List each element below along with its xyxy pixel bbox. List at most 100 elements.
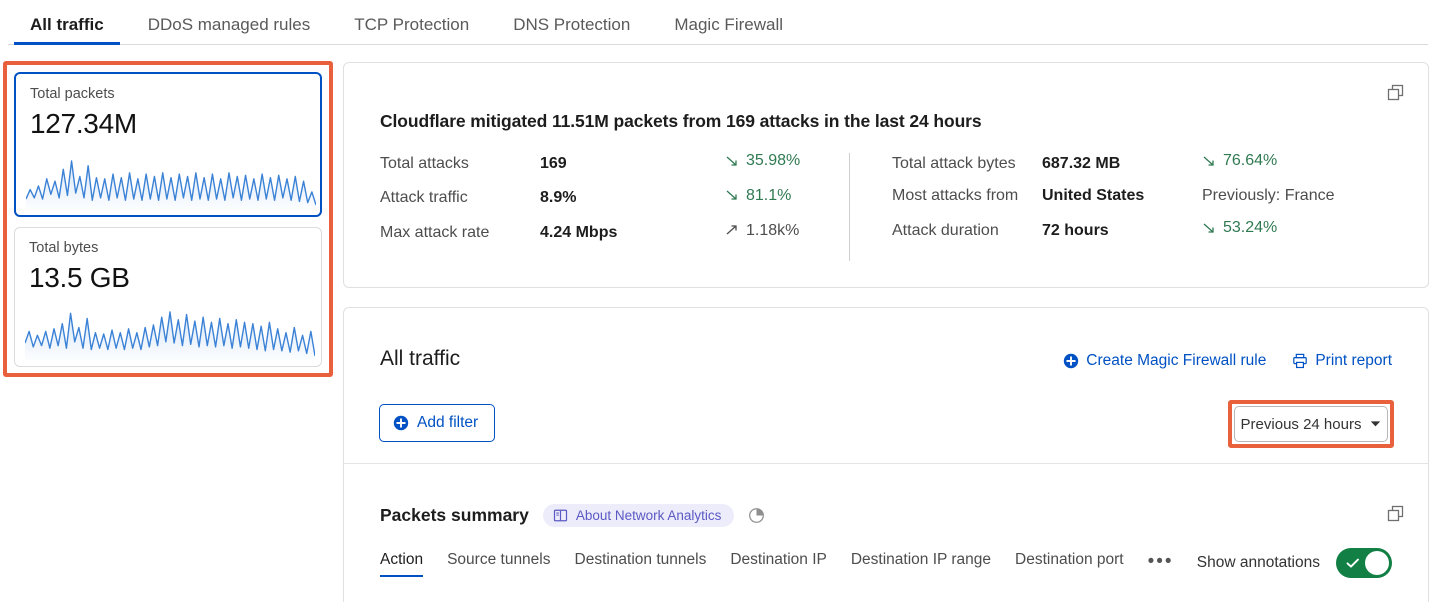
stat-delta: 1.18k% <box>725 221 799 240</box>
subtab-label: ••• <box>1147 551 1174 572</box>
tab-dns-protection[interactable]: DNS Protection <box>491 16 652 45</box>
subtab-label: Source tunnels <box>447 551 551 568</box>
arrow-down-right-icon <box>1203 156 1214 166</box>
metric-card-value: 127.34M <box>30 108 137 140</box>
stat-value: 8.9% <box>540 189 577 207</box>
stat-row-max-attack-rate: Max attack rate 4.24 Mbps 1.18k% <box>380 221 849 243</box>
tab-ddos-managed-rules[interactable]: DDoS managed rules <box>126 16 333 45</box>
metric-card-value: 13.5 GB <box>29 262 130 294</box>
primary-tabbar: All traffic DDoS managed rules TCP Prote… <box>0 0 1440 45</box>
print-report-link[interactable]: Print report <box>1292 352 1392 370</box>
stat-label: Total attacks <box>380 154 469 172</box>
tab-label: All traffic <box>30 15 104 34</box>
create-magic-firewall-rule-link[interactable]: Create Magic Firewall rule <box>1063 352 1266 370</box>
subtab-action[interactable]: Action <box>380 551 424 577</box>
metric-card-total-packets[interactable]: Total packets 127.34M <box>14 72 322 217</box>
bytes-sparkline <box>25 311 315 360</box>
packets-sparkline <box>26 160 316 209</box>
show-annotations-control: Show annotations <box>1197 548 1392 578</box>
stat-row-total-attacks: Total attacks 169 35.98% <box>380 151 849 173</box>
copy-icon-glyph <box>1387 84 1404 101</box>
copy-icon[interactable] <box>1386 504 1406 529</box>
tab-label: TCP Protection <box>354 15 470 34</box>
stat-delta: 76.64% <box>1202 151 1277 170</box>
add-filter-label: Add filter <box>417 414 479 431</box>
panel-actions: Create Magic Firewall rule Print report <box>1063 352 1392 370</box>
link-label: Print report <box>1315 352 1392 369</box>
add-filter-button[interactable]: Add filter <box>379 404 496 442</box>
subtab-label: Destination port <box>1015 551 1124 568</box>
subtab-more-overflow-button[interactable]: ••• <box>1148 551 1174 577</box>
stat-row-attack-traffic: Attack traffic 8.9% 81.1% <box>380 186 849 208</box>
stat-value: United States <box>1042 186 1145 204</box>
pie-chart-icon[interactable] <box>748 507 765 524</box>
tab-all-traffic[interactable]: All traffic <box>8 16 126 45</box>
stat-label: Max attack rate <box>380 224 490 242</box>
stat-delta: Previously: France <box>1202 186 1335 205</box>
arrow-down-right-icon <box>1203 223 1214 233</box>
tab-label: DNS Protection <box>513 15 631 34</box>
subtab-source-tunnels[interactable]: Source tunnels <box>447 551 550 577</box>
attack-summary-panel: Cloudflare mitigated 11.51M packets from… <box>343 62 1429 288</box>
all-traffic-panel: All traffic Create Magic Firewall rule P… <box>343 307 1429 602</box>
subtab-destination-ip-range[interactable]: Destination IP range <box>851 551 991 577</box>
stat-delta-value: 1.18k% <box>746 221 800 239</box>
book-icon <box>553 509 567 522</box>
stat-delta: 81.1% <box>725 186 791 205</box>
tab-label: Magic Firewall <box>674 15 783 34</box>
stat-label: Total attack bytes <box>892 154 1016 172</box>
plus-circle-icon <box>1064 353 1079 369</box>
summary-stats: Total attacks 169 35.98% Attack traffic … <box>344 151 1428 261</box>
tab-tcp-protection[interactable]: TCP Protection <box>332 16 491 45</box>
metric-card-total-bytes[interactable]: Total bytes 13.5 GB <box>14 227 322 367</box>
about-network-analytics-pill[interactable]: About Network Analytics <box>542 504 735 527</box>
subtab-destination-port[interactable]: Destination port <box>1015 551 1124 577</box>
show-annotations-toggle[interactable] <box>1336 548 1392 578</box>
arrow-down-right-icon <box>726 156 737 166</box>
metric-cards-annotation-box: Total packets 127.34M Total bytes 13.5 G… <box>3 61 333 377</box>
stats-column-divider <box>849 153 850 261</box>
tab-label: DDoS managed rules <box>147 15 311 34</box>
packets-summary-title: Packets summary <box>380 505 529 525</box>
stat-value: 169 <box>540 154 567 172</box>
stat-value: 4.24 Mbps <box>540 224 618 242</box>
copy-icon[interactable] <box>1386 83 1406 108</box>
summary-headline: Cloudflare mitigated 11.51M packets from… <box>380 111 982 131</box>
packets-summary-subtabs: Action Source tunnels Destination tunnel… <box>380 551 1174 577</box>
plus-circle-icon <box>393 415 409 431</box>
metric-card-label: Total packets <box>30 86 115 102</box>
subtab-label: Destination IP <box>730 551 827 568</box>
printer-icon <box>1293 353 1308 369</box>
panel-divider <box>344 463 1428 464</box>
pill-label: About Network Analytics <box>575 508 722 523</box>
stat-value: 687.32 MB <box>1042 154 1121 172</box>
subtab-destination-tunnels[interactable]: Destination tunnels <box>575 551 707 577</box>
stat-delta: 35.98% <box>725 151 800 170</box>
subtab-label: Destination tunnels <box>574 551 707 568</box>
stat-row-most-attacks-from: Most attacks from United States Previous… <box>892 186 1395 205</box>
time-range-dropdown[interactable]: Previous 24 hours <box>1234 406 1388 442</box>
tabbar-divider <box>8 44 1428 45</box>
stat-row-total-attack-bytes: Total attack bytes 687.32 MB 76.64% <box>892 151 1395 173</box>
primary-tabs: All traffic DDoS managed rules TCP Prote… <box>0 0 1440 45</box>
toggle-knob <box>1365 551 1389 575</box>
pie-chart-icon-glyph <box>749 508 765 523</box>
metric-card-label: Total bytes <box>29 240 99 256</box>
stat-delta-value: Previously: France <box>1202 186 1335 204</box>
arrow-down-right-icon <box>726 190 737 201</box>
stat-label: Attack duration <box>892 221 999 239</box>
stat-label: Attack traffic <box>380 189 468 207</box>
time-range-annotation-box: Previous 24 hours <box>1228 400 1394 448</box>
time-range-value: Previous 24 hours <box>1240 415 1362 433</box>
subtab-label: Destination IP range <box>850 551 992 568</box>
subtab-label: Action <box>380 551 424 568</box>
stat-delta-value: 81.1% <box>746 186 792 204</box>
arrow-up-right-icon <box>726 225 737 235</box>
tab-magic-firewall[interactable]: Magic Firewall <box>652 16 805 45</box>
panel-title: All traffic <box>380 347 461 370</box>
show-annotations-label: Show annotations <box>1196 554 1320 571</box>
link-label: Create Magic Firewall rule <box>1086 352 1267 369</box>
check-icon <box>1346 558 1359 568</box>
stat-delta: 53.24% <box>1202 218 1277 237</box>
subtab-destination-ip[interactable]: Destination IP <box>730 551 827 577</box>
